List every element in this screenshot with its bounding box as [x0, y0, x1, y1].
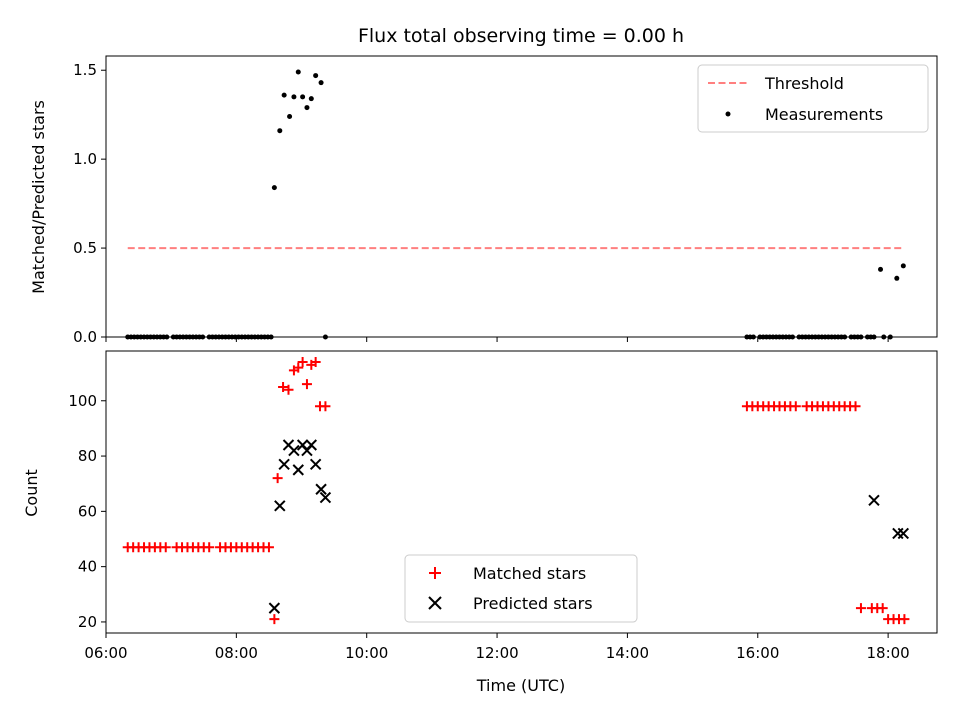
- measurement-point: [287, 113, 293, 119]
- predicted-star-point: [309, 458, 322, 471]
- measurement-point: [878, 266, 884, 272]
- predicted-star-point: [274, 500, 286, 512]
- bottom-legend-box: [404, 554, 638, 623]
- top-legend-box: [697, 64, 929, 133]
- measurement-point: [894, 275, 900, 281]
- top-tick-marks: 0.0 0.5 1.0 1.5: [73, 61, 889, 346]
- top-chart-title: Flux total observing time = 0.00 h: [358, 25, 684, 47]
- bottom-panel: Count Time (UTC) 20 40 60 80 100 06:00 08:00 10…: [22, 350, 938, 695]
- bottom-y-tick-label: 40: [78, 558, 97, 576]
- top-y-tick-label: 0.0: [73, 328, 97, 346]
- measurement-point: [281, 92, 287, 98]
- bottom-tick-marks: 20 40 60 80 100 06:00 08:00 10:00 12:00 14:00 16:0…: [68, 392, 909, 662]
- x-tick-label: 12:00: [475, 644, 518, 662]
- x-axis-label: Time (UTC): [476, 676, 565, 695]
- predicted-star-point: [278, 458, 290, 471]
- matched-star-point: [320, 401, 331, 412]
- matched-star-point: [269, 614, 280, 625]
- bottom-legend: Matched stars Predicted stars: [404, 554, 638, 623]
- matched-star-point: [297, 357, 308, 368]
- predicted-star-point: [288, 444, 300, 457]
- measurement-point: [304, 105, 310, 111]
- measurement-point: [900, 263, 906, 269]
- x-tick-label: 08:00: [215, 644, 258, 662]
- measurement-point: [291, 94, 297, 100]
- predicted-star-point: [268, 602, 281, 614]
- matched-star-point: [850, 401, 861, 412]
- top-y-tick-label: 1.0: [73, 150, 97, 168]
- bottom-y-axis-label: Count: [22, 469, 41, 517]
- matched-star-point: [283, 384, 294, 395]
- top-panel: Flux total observing time = 0.00 h Match…: [29, 25, 938, 346]
- predicted-star-point: [897, 527, 910, 540]
- predicted-star-point: [315, 483, 327, 495]
- x-tick-label: 18:00: [867, 644, 910, 662]
- x-tick-label: 14:00: [606, 644, 649, 662]
- matched-star-point: [899, 614, 910, 625]
- matched-star-point: [293, 362, 304, 373]
- predicted-stars-legend-swatch: [428, 596, 442, 610]
- matched-star-point: [790, 401, 801, 412]
- bottom-y-tick-label: 20: [78, 613, 97, 631]
- matched-star-point: [204, 542, 215, 553]
- measurement-point: [300, 94, 306, 100]
- top-axes-frame: [105, 55, 938, 338]
- bottom-y-tick-label: 100: [68, 392, 97, 410]
- x-tick-label: 10:00: [345, 644, 388, 662]
- predicted-star-point: [868, 494, 880, 507]
- predicted-star-point: [292, 464, 304, 476]
- matched-star-point: [855, 603, 866, 614]
- measurements-legend-label: Measurements: [765, 105, 883, 124]
- predicted-star-point: [319, 491, 332, 504]
- top-legend: Threshold Measurements: [697, 64, 929, 133]
- top-y-tick-label: 0.5: [73, 239, 97, 257]
- matched-star-point: [278, 381, 289, 392]
- matched-star-point: [301, 379, 312, 390]
- matched-star-point: [263, 542, 274, 553]
- matched-stars-legend-swatch: [429, 567, 441, 579]
- matched-star-point: [877, 603, 888, 614]
- measurement-point: [277, 128, 283, 134]
- matched-star-point: [310, 357, 321, 368]
- bottom-axes-frame: [105, 350, 938, 634]
- bottom-y-tick-label: 80: [78, 447, 97, 465]
- bottom-plot-area: [122, 357, 910, 625]
- predicted-stars-legend-label: Predicted stars: [473, 594, 593, 613]
- bottom-y-tick-label: 60: [78, 502, 97, 520]
- matched-star-point: [160, 542, 171, 553]
- measurement-point: [308, 96, 314, 102]
- measurement-point: [318, 80, 324, 86]
- x-tick-label: 16:00: [736, 644, 779, 662]
- threshold-legend-label: Threshold: [764, 74, 844, 93]
- x-tick-label: 06:00: [84, 644, 127, 662]
- measurement-point: [271, 185, 277, 191]
- top-y-tick-label: 1.5: [73, 61, 97, 79]
- top-y-axis-label: Matched/Predicted stars: [29, 100, 48, 294]
- matched-stars-legend-label: Matched stars: [473, 564, 586, 583]
- measurement-point: [295, 69, 301, 75]
- matched-star-point: [272, 473, 283, 484]
- measurements-legend-swatch: [725, 111, 731, 117]
- measurement-point: [313, 73, 319, 79]
- predicted-star-point: [305, 439, 318, 451]
